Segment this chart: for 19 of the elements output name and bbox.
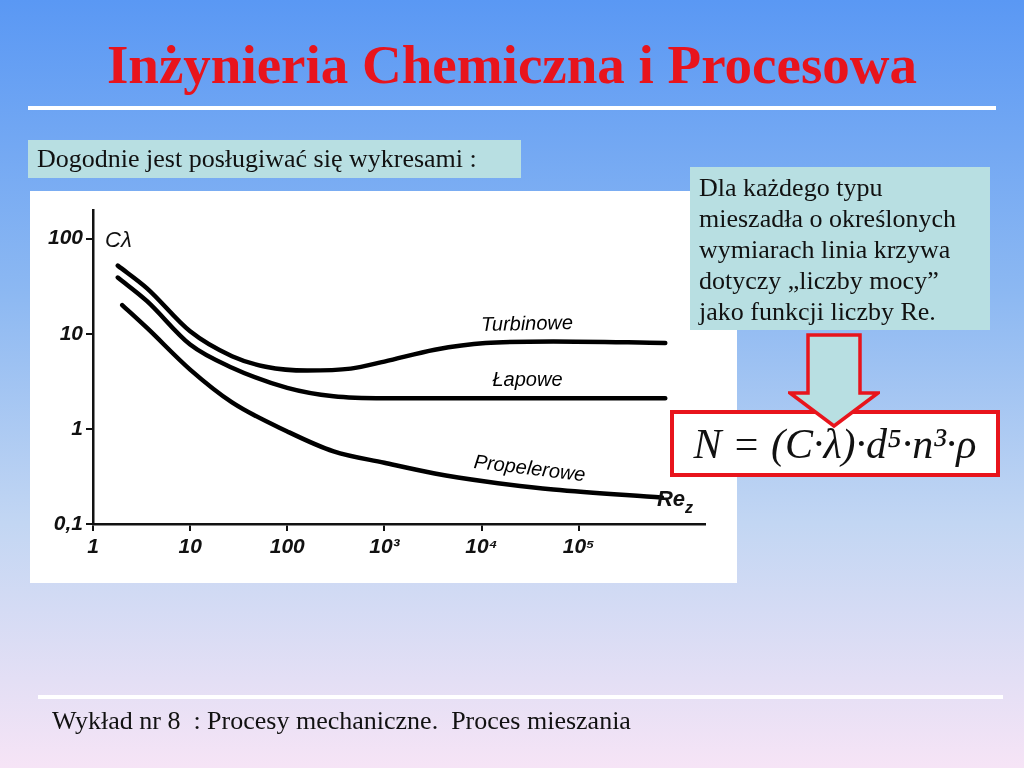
annotation: Dla każdego typu mieszadła o określonych wymiarach linia krzywa dotyczy „liczby mocy” jako funkcji liczby Re. [690, 167, 990, 330]
x-tick-label: 10 [178, 534, 203, 558]
series-label: Łapowe [492, 368, 563, 391]
chart-subtitle: Dogodnie jest posługiwać się wykresami : [28, 140, 521, 178]
y-axis-title: Cλ [105, 226, 132, 252]
series-label: Turbinowe [480, 311, 574, 336]
text: Wykład nr 8 : Procesy mechaniczne. Proces mieszania [52, 706, 631, 736]
annotation: N = (C·λ)·d⁵·n³·ρ [693, 419, 977, 469]
x-tick-label: 10³ [369, 534, 401, 558]
y-tick-label: 100 [47, 225, 84, 249]
y-tick-label: 0,1 [53, 510, 83, 534]
text: Propelerowe [472, 450, 587, 486]
x-tick-label: 100 [269, 534, 306, 558]
y-tick-label: 10 [59, 320, 84, 344]
x-tick-label: 1 [87, 534, 99, 558]
y-tick-label: 1 [71, 415, 83, 439]
x-tick-label: 10⁴ [465, 534, 498, 558]
chart-title: Inżynieria Chemiczna i Procesowa [105, 34, 919, 96]
x-tick-label: 10⁵ [562, 534, 595, 558]
